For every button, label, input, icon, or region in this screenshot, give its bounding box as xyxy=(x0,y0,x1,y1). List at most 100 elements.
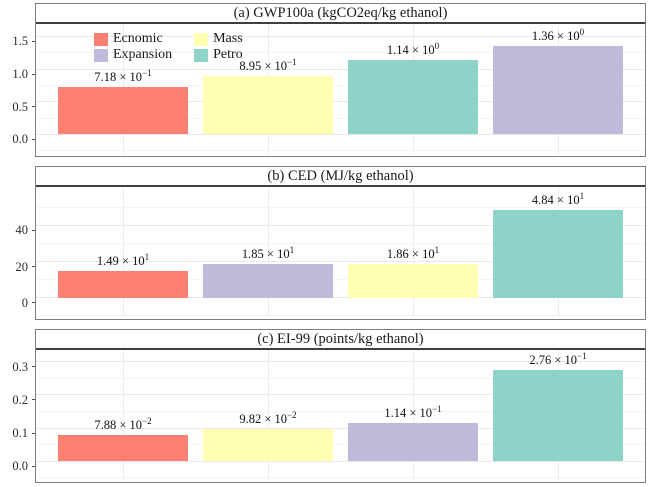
gridline-h-major xyxy=(36,460,645,462)
bar-value-exponent: 1 xyxy=(579,191,585,202)
y-tick-label: 0.1 xyxy=(12,425,28,440)
y-tick-mark xyxy=(32,465,35,467)
panel-title-gwp100a: (a) GWP100a (kgCO2eq/kg ethanol) xyxy=(36,4,645,24)
legend-item-petro: Petro xyxy=(194,47,243,63)
bar-petro xyxy=(492,210,624,298)
gridline-h-major xyxy=(36,68,645,70)
y-tick-mark xyxy=(32,366,35,368)
gridline-h-minor xyxy=(36,377,645,379)
y-tick-label: 1.5 xyxy=(12,34,28,49)
panel-box-ei99: (c) EI-99 (points/kg ethanol) 7.88 × 10−… xyxy=(35,329,646,483)
panel-title-text: (c) EI-99 (points/kg ethanol) xyxy=(257,330,424,347)
gridline-h-major xyxy=(36,261,645,263)
y-tick-mark xyxy=(32,432,35,434)
gridline-h-major xyxy=(36,101,645,103)
gridline-h-minor xyxy=(36,84,645,86)
legend-key-mass xyxy=(194,32,209,46)
bar-value-label: 1.86 × 101 xyxy=(386,245,440,262)
y-tick-label: 20 xyxy=(15,259,29,274)
gridline-h-minor xyxy=(36,411,645,413)
bar-value-exponent: −1 xyxy=(432,404,442,415)
gridline-h-major xyxy=(36,297,645,299)
panel-title-text: (b) CED (MJ/kg ethanol) xyxy=(267,167,414,184)
bar-value-label: 1.85 × 101 xyxy=(241,245,295,262)
gridline-h-major xyxy=(36,133,645,135)
bar-value-exponent: 1 xyxy=(144,251,150,262)
y-tick-mark xyxy=(32,302,35,304)
bar-value-label: 1.14 × 100 xyxy=(386,40,440,58)
legend-item-expansion: Expansion xyxy=(94,47,172,63)
y-tick-label: 40 xyxy=(15,223,29,238)
y-tick-mark xyxy=(32,399,35,401)
bar-value-label: 1.49 × 101 xyxy=(96,251,150,268)
gridline-h-minor xyxy=(36,150,645,152)
gridline-v-major xyxy=(122,187,124,317)
y-tick-mark xyxy=(32,40,35,42)
gridline-h-major xyxy=(36,224,645,226)
gridline-h-major xyxy=(36,427,645,429)
y-tick-label: 0.0 xyxy=(12,458,28,473)
legend-label-expansion: Expansion xyxy=(113,47,173,62)
y-tick-label: 0.2 xyxy=(12,392,28,407)
panel-gwp100a: (a) GWP100a (kgCO2eq/kg ethanol) Ecnomic… xyxy=(0,3,650,157)
gridline-v-major xyxy=(412,187,414,317)
y-tick-label: 0.5 xyxy=(12,99,28,114)
bar-mass xyxy=(202,428,334,462)
gridline-h-minor xyxy=(36,117,645,119)
bar-petro xyxy=(492,369,624,462)
bar-value-label: 7.88 × 10−2 xyxy=(94,416,152,433)
panel-box-ced: (b) CED (MJ/kg ethanol) 1.49 × 101 1.85 ×… xyxy=(35,166,646,320)
gridline-h-minor xyxy=(36,243,645,244)
plot-area-ced: 1.49 × 101 1.85 × 101 1.86 × 101 4.84 × 101 xyxy=(36,187,645,317)
legend-label-ecnomic: Ecnomic xyxy=(113,31,163,46)
legend-item-mass: Mass xyxy=(194,31,243,47)
panel-title-ei99: (c) EI-99 (points/kg ethanol) xyxy=(36,330,645,350)
bar-value-label: 8.95 × 10−1 xyxy=(239,56,297,74)
gridline-h-major xyxy=(36,361,645,363)
plot-area-gwp100a: Ecnomic Expansion Mass Petro 7.18 xyxy=(36,24,645,154)
bar-value-exponent: −2 xyxy=(142,416,152,427)
y-tick-mark xyxy=(32,229,35,231)
y-tick-label: 0.0 xyxy=(12,132,28,147)
bar-value-exponent: −1 xyxy=(577,350,587,361)
y-tick-label: 0 xyxy=(21,295,28,310)
panel-box-gwp100a: (a) GWP100a (kgCO2eq/kg ethanol) Ecnomic… xyxy=(35,3,646,157)
legend-item-ecnomic: Ecnomic xyxy=(94,31,172,47)
legend-label-mass: Mass xyxy=(213,31,243,46)
panel-title-text: (a) GWP100a (kgCO2eq/kg ethanol) xyxy=(233,4,448,21)
gridline-h-major xyxy=(36,35,645,37)
bar-mass xyxy=(347,264,479,298)
gridline-v-major xyxy=(122,350,124,480)
legend-key-petro xyxy=(194,48,209,62)
bar-value-exponent: 1 xyxy=(434,245,440,256)
bar-value-label: 1.14 × 10−1 xyxy=(384,404,442,421)
panel-ei99: (c) EI-99 (points/kg ethanol) 7.88 × 10−… xyxy=(0,329,650,483)
y-axis-gwp100a: 0.0 0.5 1.0 1.5 xyxy=(0,29,35,159)
legend: Ecnomic Expansion Mass Petro xyxy=(94,31,243,63)
gridline-h-minor xyxy=(36,206,645,208)
legend-key-ecnomic xyxy=(94,32,108,46)
y-tick-label: 0.3 xyxy=(12,359,28,374)
y-tick-mark xyxy=(32,138,35,140)
y-axis-ced: 0 20 40 xyxy=(0,192,35,322)
gridline-v-major xyxy=(412,350,414,480)
y-tick-mark xyxy=(32,73,35,75)
gridline-h-major xyxy=(36,394,645,396)
bar-value-exponent: −1 xyxy=(142,68,152,79)
gridline-v-major xyxy=(267,187,269,317)
plot-area-ei99: 7.88 × 10−2 9.82 × 10−2 1.14 × 10−1 2.76 × … xyxy=(36,350,645,480)
bar-ecnomic xyxy=(57,87,189,135)
gridline-h-minor xyxy=(36,477,645,479)
bar-value-exponent: 1 xyxy=(289,245,295,256)
gridline-h-minor xyxy=(36,279,645,281)
bar-value-label: 1.36 × 100 xyxy=(531,26,585,43)
bar-mass xyxy=(202,75,334,135)
y-tick-label: 1.0 xyxy=(12,66,28,81)
bar-value-exponent: 0 xyxy=(434,40,440,51)
panel-title-ced: (b) CED (MJ/kg ethanol) xyxy=(36,167,645,187)
bar-value-exponent: 0 xyxy=(579,26,585,37)
bar-value-exponent: −1 xyxy=(287,56,297,67)
bar-expansion xyxy=(347,423,479,462)
gridline-h-minor xyxy=(36,444,645,446)
legend-key-expansion xyxy=(94,48,108,62)
